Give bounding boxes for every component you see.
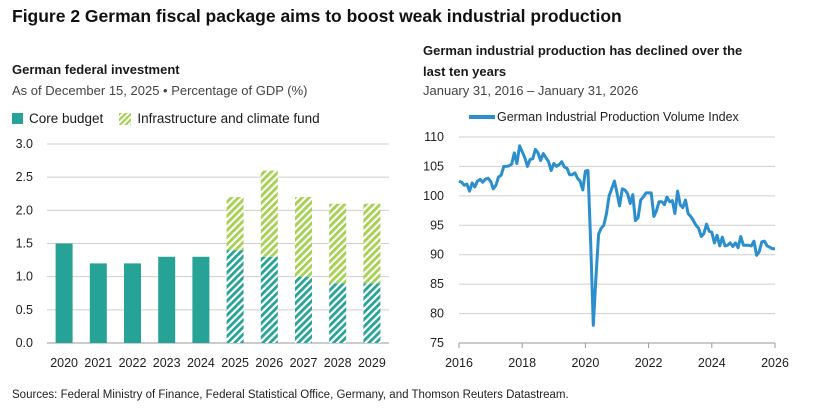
bar-core-budget xyxy=(260,256,278,343)
y-tick-label: 1.0 xyxy=(16,270,33,284)
fund-swatch xyxy=(119,112,132,125)
legend-industrial-production: German Industrial Production Volume Inde… xyxy=(497,110,740,124)
x-tick-label: 2026 xyxy=(255,356,283,370)
bar-core-budget xyxy=(226,250,244,343)
left-chart-subtitle: As of December 15, 2025 • Percentage of … xyxy=(12,83,308,98)
x-tick-label: 2023 xyxy=(153,356,181,370)
bar-chart: 0.0 0.5 1.0 1.5 2.0 2.5 3.0 2020 2021 2022 2023 202… xyxy=(16,137,389,370)
y-tick-label: 75 xyxy=(430,336,444,350)
x-tick-label: 2025 xyxy=(221,356,249,370)
y-tick-label: 95 xyxy=(430,218,444,232)
y-tick-label: 105 xyxy=(423,159,444,173)
series-line-industrial-production xyxy=(458,144,775,327)
legend-core-budget: Core budget xyxy=(29,111,104,126)
bar-infrastructure-fund xyxy=(260,170,278,257)
x-tick-label: 2026 xyxy=(761,356,789,370)
figure-title: Figure 2 German fiscal package aims to b… xyxy=(12,6,622,26)
bar-core-budget xyxy=(55,243,73,343)
y-tick-label: 2.5 xyxy=(16,170,33,184)
y-tick-label: 0.0 xyxy=(16,336,33,350)
x-tick-label: 2020 xyxy=(50,356,78,370)
y-tick-label: 80 xyxy=(430,307,444,321)
y-tick-label: 100 xyxy=(423,189,444,203)
line-chart: 75 80 85 90 95 100 105 110 2016 2018 2020 2022 2024 2… xyxy=(423,110,789,370)
x-tick-label: 2027 xyxy=(290,356,318,370)
right-chart-title: German industrial production has decline… xyxy=(423,43,743,79)
x-tick-label: 2022 xyxy=(119,356,147,370)
bar-core-budget xyxy=(124,263,141,343)
x-tick-label: 2028 xyxy=(324,356,352,370)
core-budget-swatch xyxy=(12,113,23,124)
x-tick-label: 2021 xyxy=(84,356,112,370)
right-chart-subtitle: January 31, 2016 – January 31, 2026 xyxy=(423,83,639,98)
bar-infrastructure-fund xyxy=(363,203,381,284)
bar-core-budget xyxy=(158,256,176,343)
legend-fund: Infrastructure and climate fund xyxy=(137,111,320,126)
x-tick-label: 2016 xyxy=(445,356,473,370)
y-tick-label: 90 xyxy=(430,248,444,262)
y-tick-label: 85 xyxy=(430,277,444,291)
bar-core-budget xyxy=(192,256,210,343)
bar-core-budget xyxy=(295,276,312,343)
y-tick-label: 110 xyxy=(424,130,444,144)
left-chart-title: German federal investment xyxy=(12,62,180,77)
x-tick-label: 2022 xyxy=(635,356,663,370)
bar-core-budget xyxy=(89,263,107,343)
x-tick-label: 2020 xyxy=(571,356,599,370)
bar-core-budget xyxy=(363,283,381,343)
y-tick-label: 1.5 xyxy=(16,237,33,251)
left-legend: Core budget Infrastructure and climate f… xyxy=(12,111,320,126)
bar-infrastructure-fund xyxy=(226,197,244,251)
x-tick-label: 2029 xyxy=(358,356,386,370)
y-tick-label: 0.5 xyxy=(16,303,33,317)
source-note: Sources: Federal Ministry of Finance, Fe… xyxy=(12,389,569,401)
x-tick-label: 2024 xyxy=(187,356,215,370)
y-tick-label: 3.0 xyxy=(16,137,33,151)
x-tick-label: 2024 xyxy=(698,356,726,370)
bar-core-budget xyxy=(329,283,347,343)
bar-infrastructure-fund xyxy=(295,197,312,277)
bar-infrastructure-fund xyxy=(329,203,347,284)
y-tick-label: 2.0 xyxy=(16,203,33,217)
x-tick-label: 2018 xyxy=(508,356,536,370)
